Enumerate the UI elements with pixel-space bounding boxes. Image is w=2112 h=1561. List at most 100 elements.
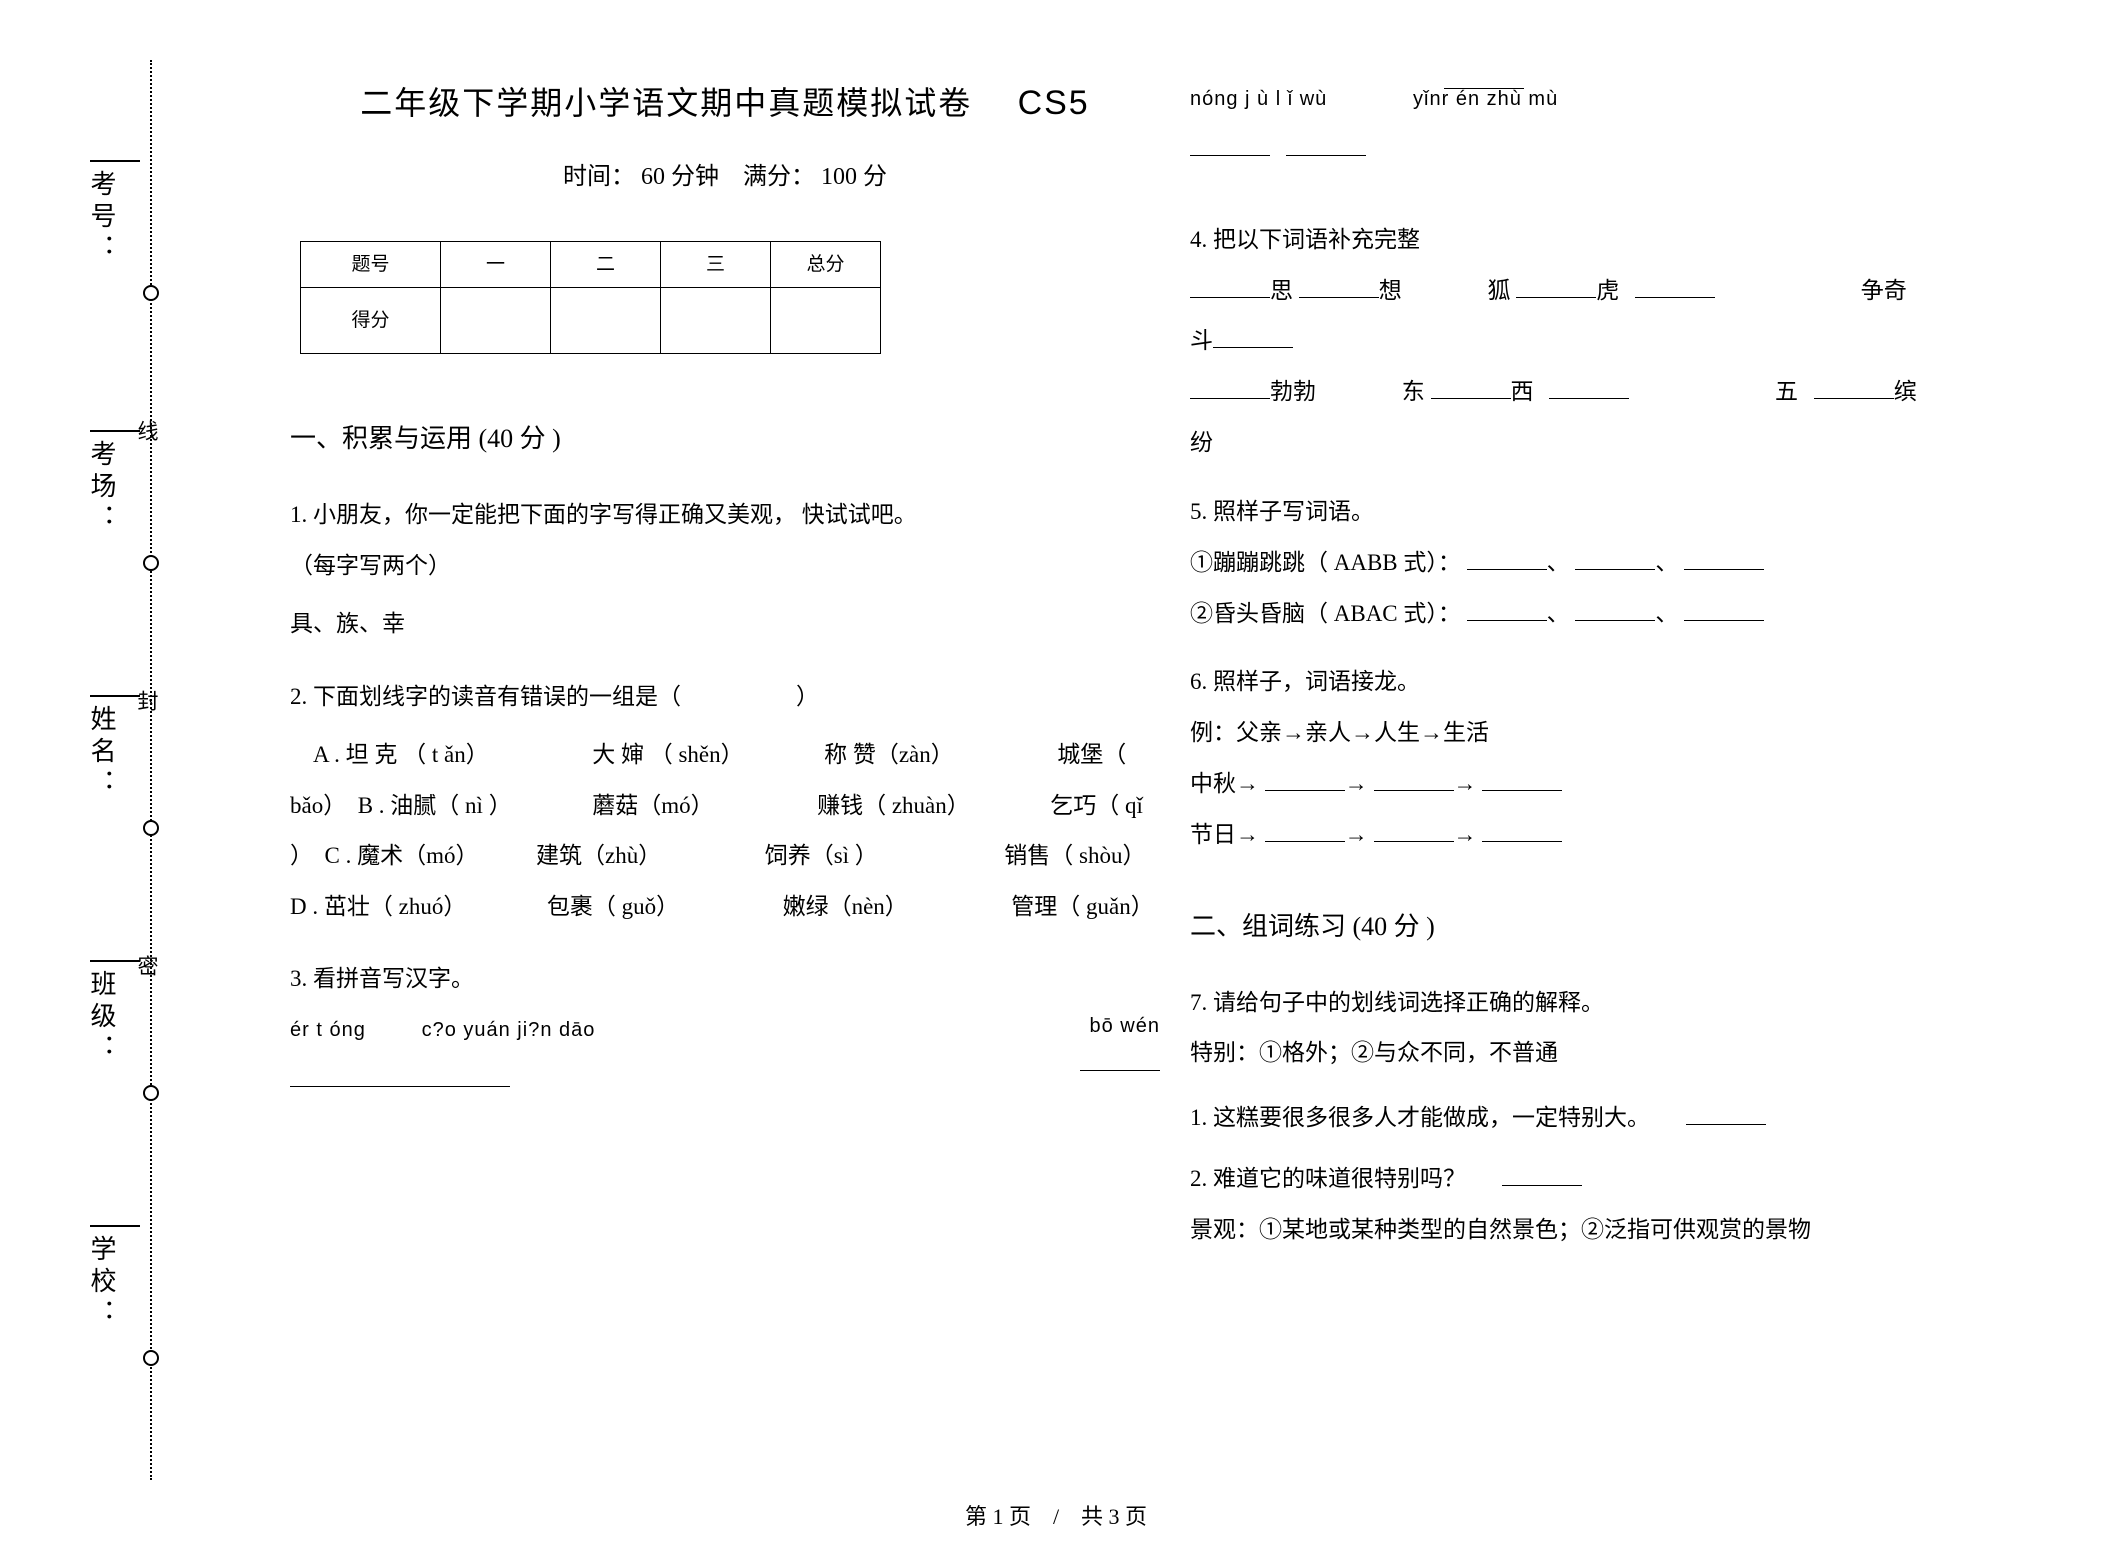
- q4-text: 五: [1775, 379, 1798, 404]
- q3-pinyin: c?o yuán ji?n dāo: [422, 1019, 596, 1041]
- q4-line3: 勃勃 东 西 五 缤: [1190, 370, 2060, 415]
- score-th: 题号: [301, 242, 441, 288]
- q7-s2: 2. 难道它的味道很特别吗？: [1190, 1157, 2060, 1202]
- score-table: 题号 一 二 三 总分 得分: [300, 241, 881, 354]
- section-2-heading: 二、组词练习 (40 分 ): [1190, 902, 2060, 953]
- binding-knot: [143, 555, 159, 571]
- binding-knot: [143, 1350, 159, 1366]
- answer-blank[interactable]: [1080, 1048, 1160, 1071]
- binding-knot: [143, 1085, 159, 1101]
- q4-text: 缤: [1894, 379, 1917, 404]
- q4-prompt: 4. 把以下词语补充完整: [1190, 218, 2060, 263]
- column-right: nóng j ù l ǐ wù yǐnr én zhù mù 4. 把以下词语补…: [1190, 70, 2060, 1259]
- column-left: 二年级下学期小学语文期中真题模拟试卷 CS5 时间： 60 分钟 满分： 100…: [290, 70, 1160, 1109]
- answer-blank[interactable]: [1686, 1102, 1766, 1125]
- answer-blank[interactable]: [1431, 376, 1511, 399]
- sep: 、: [1547, 550, 1570, 575]
- page-footer: 第 1 页 / 共 3 页: [0, 1499, 2112, 1531]
- answer-blank[interactable]: [1502, 1163, 1582, 1186]
- q1-note: （每字写两个）: [290, 544, 1160, 589]
- score-th: 一: [441, 242, 551, 288]
- binding-label-school: 学校：: [80, 1235, 120, 1331]
- seal-char-mi: 密: [132, 955, 162, 976]
- binding-label-class: 班级：: [80, 970, 120, 1066]
- arrow: →: [1345, 822, 1368, 847]
- answer-blank[interactable]: [1549, 376, 1629, 399]
- binding-underline[interactable]: [90, 1225, 140, 1227]
- q7-def2: 景观：①某地或某种类型的自然景色；②泛指可供观赏的景物: [1190, 1208, 2060, 1253]
- q4-line1: 思 想 狐 虎 争奇: [1190, 269, 2060, 314]
- answer-blank[interactable]: [1299, 275, 1379, 298]
- answer-blank[interactable]: [1374, 819, 1454, 842]
- q1-prompt: 1. 小朋友，你一定能把下面的字写得正确又美观， 快试试吧。: [290, 493, 1160, 538]
- q6-prompt: 6. 照样子，词语接龙。: [1190, 660, 2060, 705]
- score-cell[interactable]: [551, 288, 661, 354]
- q6-line1: 中秋→ → →: [1190, 762, 2060, 807]
- score-cell[interactable]: [661, 288, 771, 354]
- q3-row1-blanks: [290, 1058, 1160, 1103]
- q4-text: 勃勃: [1270, 379, 1316, 404]
- arrow: →: [1454, 771, 1477, 796]
- q5-example: ②昏头昏脑（ ABAC 式）：: [1190, 601, 1461, 626]
- section-1-heading: 一、积累与运用 (40 分 ): [290, 414, 1160, 465]
- q4-text: 思: [1270, 278, 1293, 303]
- seal-char-xian: 线: [132, 420, 162, 441]
- answer-blank[interactable]: [1684, 598, 1764, 621]
- answer-blank[interactable]: [1482, 819, 1562, 842]
- binding-knot: [143, 285, 159, 301]
- score-cell[interactable]: [771, 288, 881, 354]
- binding-underline[interactable]: [90, 160, 140, 162]
- binding-knot: [143, 820, 159, 836]
- answer-blank[interactable]: [1635, 275, 1715, 298]
- answer-blank[interactable]: [1467, 598, 1547, 621]
- q3-row2: nóng j ù l ǐ wù yǐnr én zhù mù: [1190, 76, 2060, 121]
- header-block: 二年级下学期小学语文期中真题模拟试卷 CS5 时间： 60 分钟 满分： 100…: [290, 70, 1160, 201]
- answer-blank[interactable]: [1286, 133, 1366, 156]
- answer-blank[interactable]: [1190, 133, 1270, 156]
- answer-blank[interactable]: [1467, 547, 1547, 570]
- answer-blank[interactable]: [1575, 598, 1655, 621]
- sep: 、: [1655, 550, 1678, 575]
- q3-pinyin: bō wén: [1090, 1007, 1161, 1046]
- q4-text: 争奇: [1861, 278, 1907, 303]
- answer-blank[interactable]: [1265, 819, 1345, 842]
- answer-blank[interactable]: [1575, 547, 1655, 570]
- q4-text: 狐: [1488, 278, 1511, 303]
- exam-title: 二年级下学期小学语文期中真题模拟试卷: [360, 85, 972, 121]
- score-th: 二: [551, 242, 661, 288]
- q3-row1: ér t óng c?o yuán ji?n dāo bō wén: [290, 1007, 1160, 1052]
- answer-blank[interactable]: [1190, 376, 1270, 399]
- arrow: →: [1454, 822, 1477, 847]
- binding-label-name: 姓名：: [80, 705, 120, 801]
- q6-line2: 节日→ → →: [1190, 813, 2060, 858]
- answer-blank[interactable]: [1684, 547, 1764, 570]
- q7-prompt: 7. 请给句子中的划线词选择正确的解释。: [1190, 981, 2060, 1026]
- answer-blank[interactable]: [1516, 275, 1596, 298]
- q5-prompt: 5. 照样子写词语。: [1190, 490, 2060, 535]
- answer-blank[interactable]: [1374, 768, 1454, 791]
- q4-text: 西: [1511, 379, 1534, 404]
- q3-pinyin: yǐnr én zhù mù: [1413, 88, 1558, 110]
- answer-blank[interactable]: [1444, 66, 1524, 89]
- answer-blank[interactable]: [1814, 376, 1894, 399]
- seal-char-feng: 封: [132, 690, 162, 711]
- answer-blank[interactable]: [290, 1064, 510, 1087]
- q2-options: A . 坦 克 （ t ǎn） 大 婶 （ shěn） 称 赞（zàn） 城堡（…: [290, 730, 1160, 932]
- q4-text: 斗: [1190, 328, 1213, 353]
- q6-example: 例：父亲→亲人→人生→生活: [1190, 711, 2060, 756]
- q3-pinyin: ér t óng: [290, 1019, 366, 1041]
- q7-sentence: 1. 这糕要很多很多人才能做成，一定特别大。: [1190, 1105, 1650, 1130]
- answer-blank[interactable]: [1213, 325, 1293, 348]
- score-row-label: 得分: [301, 288, 441, 354]
- q6-head: 节日→: [1190, 822, 1259, 847]
- binding-label-exam-id: 考号：: [80, 170, 120, 266]
- q7-def1: 特别：①格外；②与众不同，不普通: [1190, 1031, 2060, 1076]
- answer-blank[interactable]: [1265, 768, 1345, 791]
- q4-text: 虎: [1596, 278, 1619, 303]
- sep: 、: [1655, 601, 1678, 626]
- q4-line2: 斗: [1190, 319, 2060, 364]
- answer-blank[interactable]: [1482, 768, 1562, 791]
- score-cell[interactable]: [441, 288, 551, 354]
- answer-blank[interactable]: [1190, 275, 1270, 298]
- q2-prompt: 2. 下面划线字的读音有错误的一组是（ ）: [290, 675, 1160, 720]
